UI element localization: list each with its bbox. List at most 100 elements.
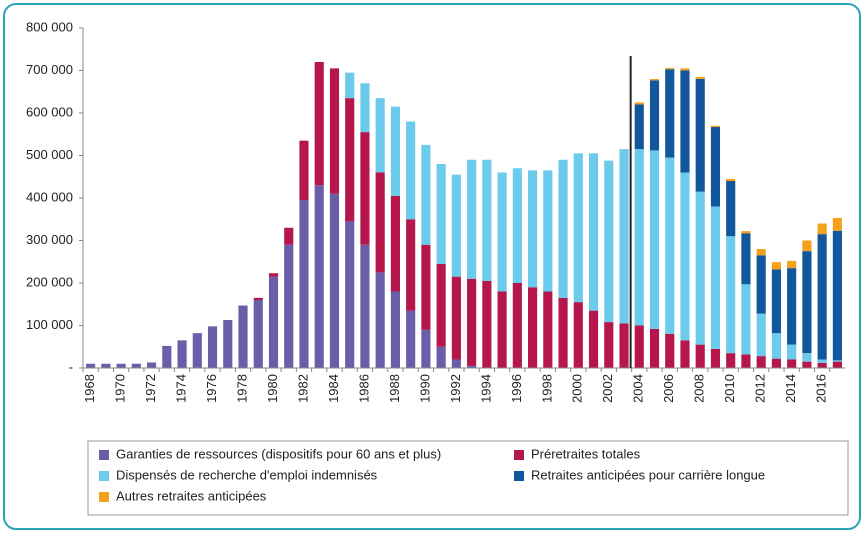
x-tick-label: 2016 <box>814 374 829 403</box>
bar-segment <box>375 98 385 173</box>
x-tick-label: 2008 <box>692 374 707 403</box>
bar-segment <box>451 174 461 277</box>
y-tick-label: 100 000 <box>26 317 73 332</box>
bar-segment <box>177 340 187 368</box>
bar-segment <box>817 223 827 235</box>
bar-segment <box>375 272 385 368</box>
bar-segment <box>467 278 477 366</box>
bar-segment <box>756 313 766 357</box>
x-tick-label: 1972 <box>143 374 158 403</box>
bar-segment <box>436 346 446 368</box>
legend-swatch <box>99 471 109 481</box>
legend-label: Retraites anticipées pour carrière longu… <box>531 467 765 482</box>
bar-segment <box>406 121 416 220</box>
bar-segment <box>375 172 385 273</box>
x-tick-label: 2000 <box>570 374 585 403</box>
bar-segment <box>802 361 812 368</box>
bar-segment <box>268 276 279 368</box>
bar-segment <box>634 102 644 105</box>
bar-segment <box>665 334 675 368</box>
y-tick-label: - <box>69 359 73 374</box>
legend-swatch <box>99 450 109 460</box>
bar-segment <box>467 159 477 279</box>
x-tick-label: 1986 <box>356 374 371 403</box>
legend-swatch <box>514 471 524 481</box>
bar-segment <box>787 344 797 360</box>
bar-segment <box>832 217 842 231</box>
bar-segment <box>436 263 446 347</box>
bar-segment <box>360 132 370 245</box>
bar-segment <box>573 153 583 303</box>
bar-segment <box>253 297 263 300</box>
bar-segment <box>482 159 492 281</box>
bar-segment <box>680 172 690 341</box>
y-tick-label: 500 000 <box>26 147 73 162</box>
bar-segment <box>421 144 431 245</box>
bar-segment <box>360 244 370 368</box>
bar-segment <box>665 157 675 334</box>
bar-segment <box>680 68 690 71</box>
bar-segment <box>817 359 827 363</box>
bar-segment <box>329 193 340 368</box>
bar-segment <box>390 291 400 368</box>
bar-segment <box>451 359 461 368</box>
bar-segment <box>741 231 751 234</box>
bar-segment <box>345 98 355 222</box>
frame <box>3 3 861 530</box>
bar-segment <box>756 356 766 368</box>
x-tick-label: 1982 <box>295 374 310 403</box>
x-tick-label: 1976 <box>204 374 219 403</box>
x-tick-label: 2006 <box>661 374 676 403</box>
bar-segment <box>619 149 629 324</box>
bar-segment <box>832 360 842 362</box>
bar-segment <box>543 291 553 368</box>
bar-segment <box>86 363 96 368</box>
bar-segment <box>787 359 797 368</box>
bar-segment <box>406 219 416 311</box>
bar-segment <box>649 79 660 81</box>
bar-segment <box>284 244 294 368</box>
bar-segment <box>680 70 690 173</box>
bar-segment <box>832 361 842 368</box>
bar-segment <box>710 125 721 128</box>
x-tick-label: 1970 <box>113 374 128 403</box>
y-tick-label: 300 000 <box>26 232 73 247</box>
bar-segment <box>162 345 172 368</box>
bar-segment <box>329 68 340 194</box>
bar-segment <box>604 160 614 323</box>
bar-segment <box>771 269 781 334</box>
bar-segment <box>741 354 751 368</box>
legend-swatch <box>514 450 524 460</box>
x-tick-label: 2014 <box>783 374 798 403</box>
bar-segment <box>695 79 705 192</box>
x-tick-label: 1968 <box>82 374 97 403</box>
bar-segment <box>497 172 507 292</box>
bar-segment <box>299 200 309 368</box>
y-tick-label: 700 000 <box>26 62 73 77</box>
bar-segment <box>345 72 355 99</box>
bar-segment <box>710 127 721 207</box>
x-tick-label: 1974 <box>173 374 188 403</box>
bar-segment <box>726 353 736 368</box>
bar-segment <box>497 291 507 368</box>
bar-segment <box>756 255 766 314</box>
legend-box <box>87 440 849 516</box>
bar-segment <box>512 283 522 368</box>
bar-segment <box>101 363 111 368</box>
bar-segment <box>771 333 781 359</box>
bar-segment <box>406 310 416 368</box>
bar-segment <box>482 280 492 368</box>
bar-segment <box>223 319 233 368</box>
bar-segment <box>558 159 568 298</box>
bar-segment <box>649 328 660 368</box>
bar-segment <box>314 185 324 368</box>
bar-segment <box>588 153 599 311</box>
bar-segment <box>131 363 141 368</box>
bar-segment <box>390 195 400 292</box>
bar-segment <box>802 240 812 252</box>
x-tick-label: 2012 <box>753 374 768 403</box>
bar-segment <box>787 260 797 269</box>
y-tick-label: 200 000 <box>26 274 73 289</box>
bar-segment <box>771 262 781 270</box>
bar-segment <box>512 168 522 283</box>
